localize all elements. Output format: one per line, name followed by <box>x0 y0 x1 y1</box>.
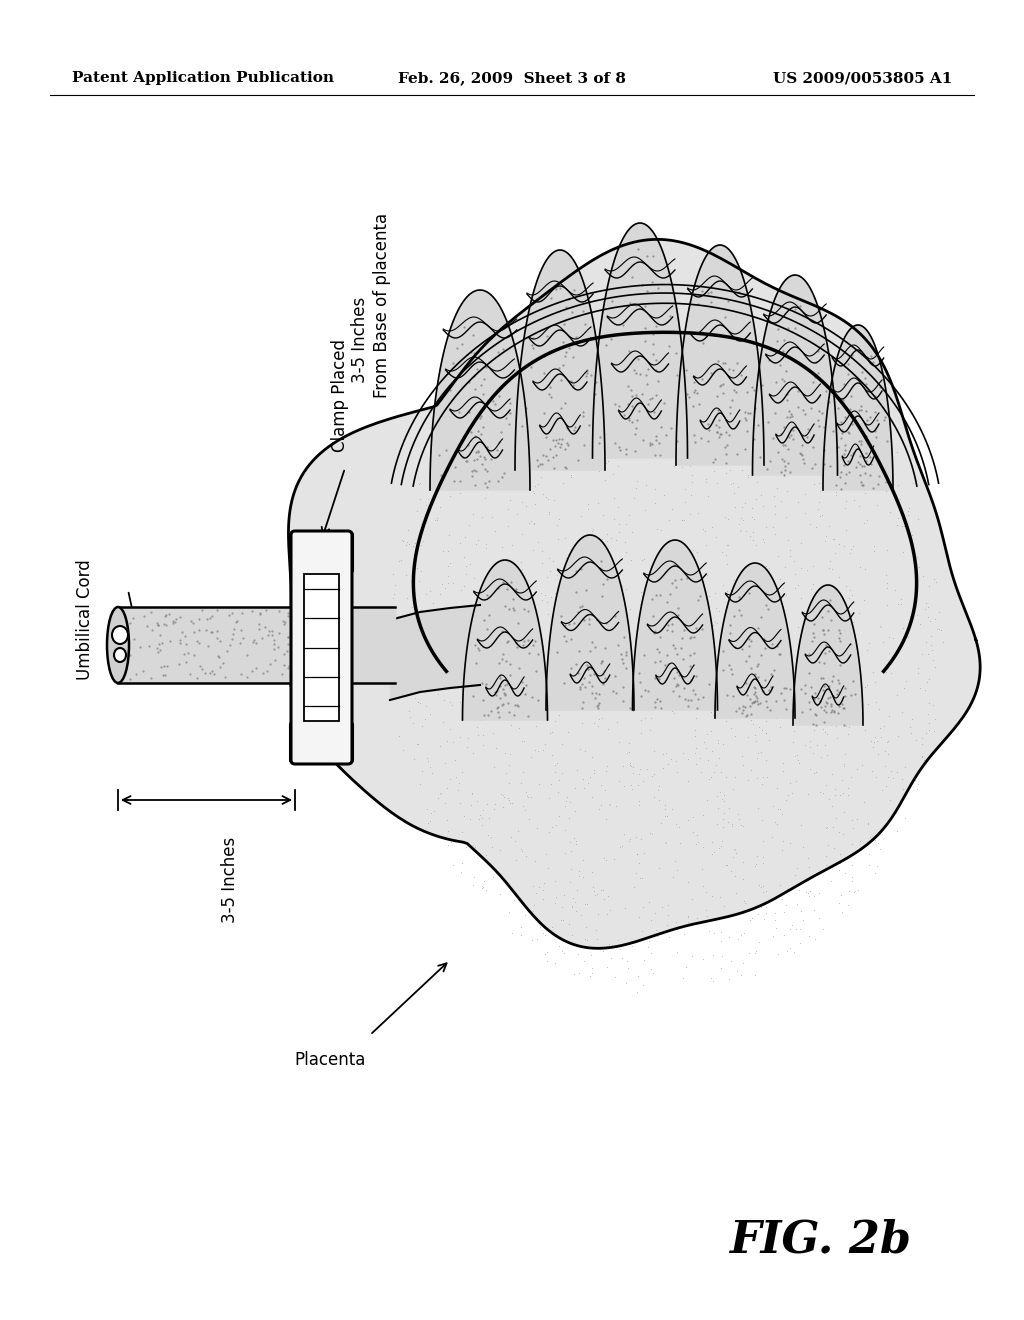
Ellipse shape <box>114 648 126 663</box>
Text: Placenta: Placenta <box>294 1051 366 1069</box>
Polygon shape <box>289 239 980 948</box>
Polygon shape <box>753 275 838 475</box>
Polygon shape <box>676 246 764 465</box>
Text: 3-5 Inches: 3-5 Inches <box>221 837 239 923</box>
Polygon shape <box>515 249 605 470</box>
Ellipse shape <box>112 626 128 644</box>
Polygon shape <box>633 540 718 710</box>
FancyBboxPatch shape <box>291 531 352 764</box>
Polygon shape <box>823 325 893 490</box>
Polygon shape <box>715 564 795 718</box>
Polygon shape <box>793 585 863 725</box>
Bar <box>304 574 339 721</box>
Text: 3-5 Inches: 3-5 Inches <box>351 297 369 383</box>
Text: Umbilical Cord: Umbilical Cord <box>76 560 94 680</box>
Polygon shape <box>546 535 634 710</box>
Polygon shape <box>593 223 687 458</box>
FancyBboxPatch shape <box>290 722 353 763</box>
Text: From Base of placenta: From Base of placenta <box>373 213 391 397</box>
Text: Feb. 26, 2009  Sheet 3 of 8: Feb. 26, 2009 Sheet 3 of 8 <box>398 71 626 84</box>
Text: Patent Application Publication: Patent Application Publication <box>72 71 334 84</box>
FancyBboxPatch shape <box>290 532 353 573</box>
Text: Clamp Placed: Clamp Placed <box>331 338 349 451</box>
Polygon shape <box>430 290 530 490</box>
Text: US 2009/0053805 A1: US 2009/0053805 A1 <box>773 71 952 84</box>
Ellipse shape <box>106 607 129 682</box>
Polygon shape <box>463 560 548 719</box>
Text: FIG. 2b: FIG. 2b <box>729 1218 911 1262</box>
